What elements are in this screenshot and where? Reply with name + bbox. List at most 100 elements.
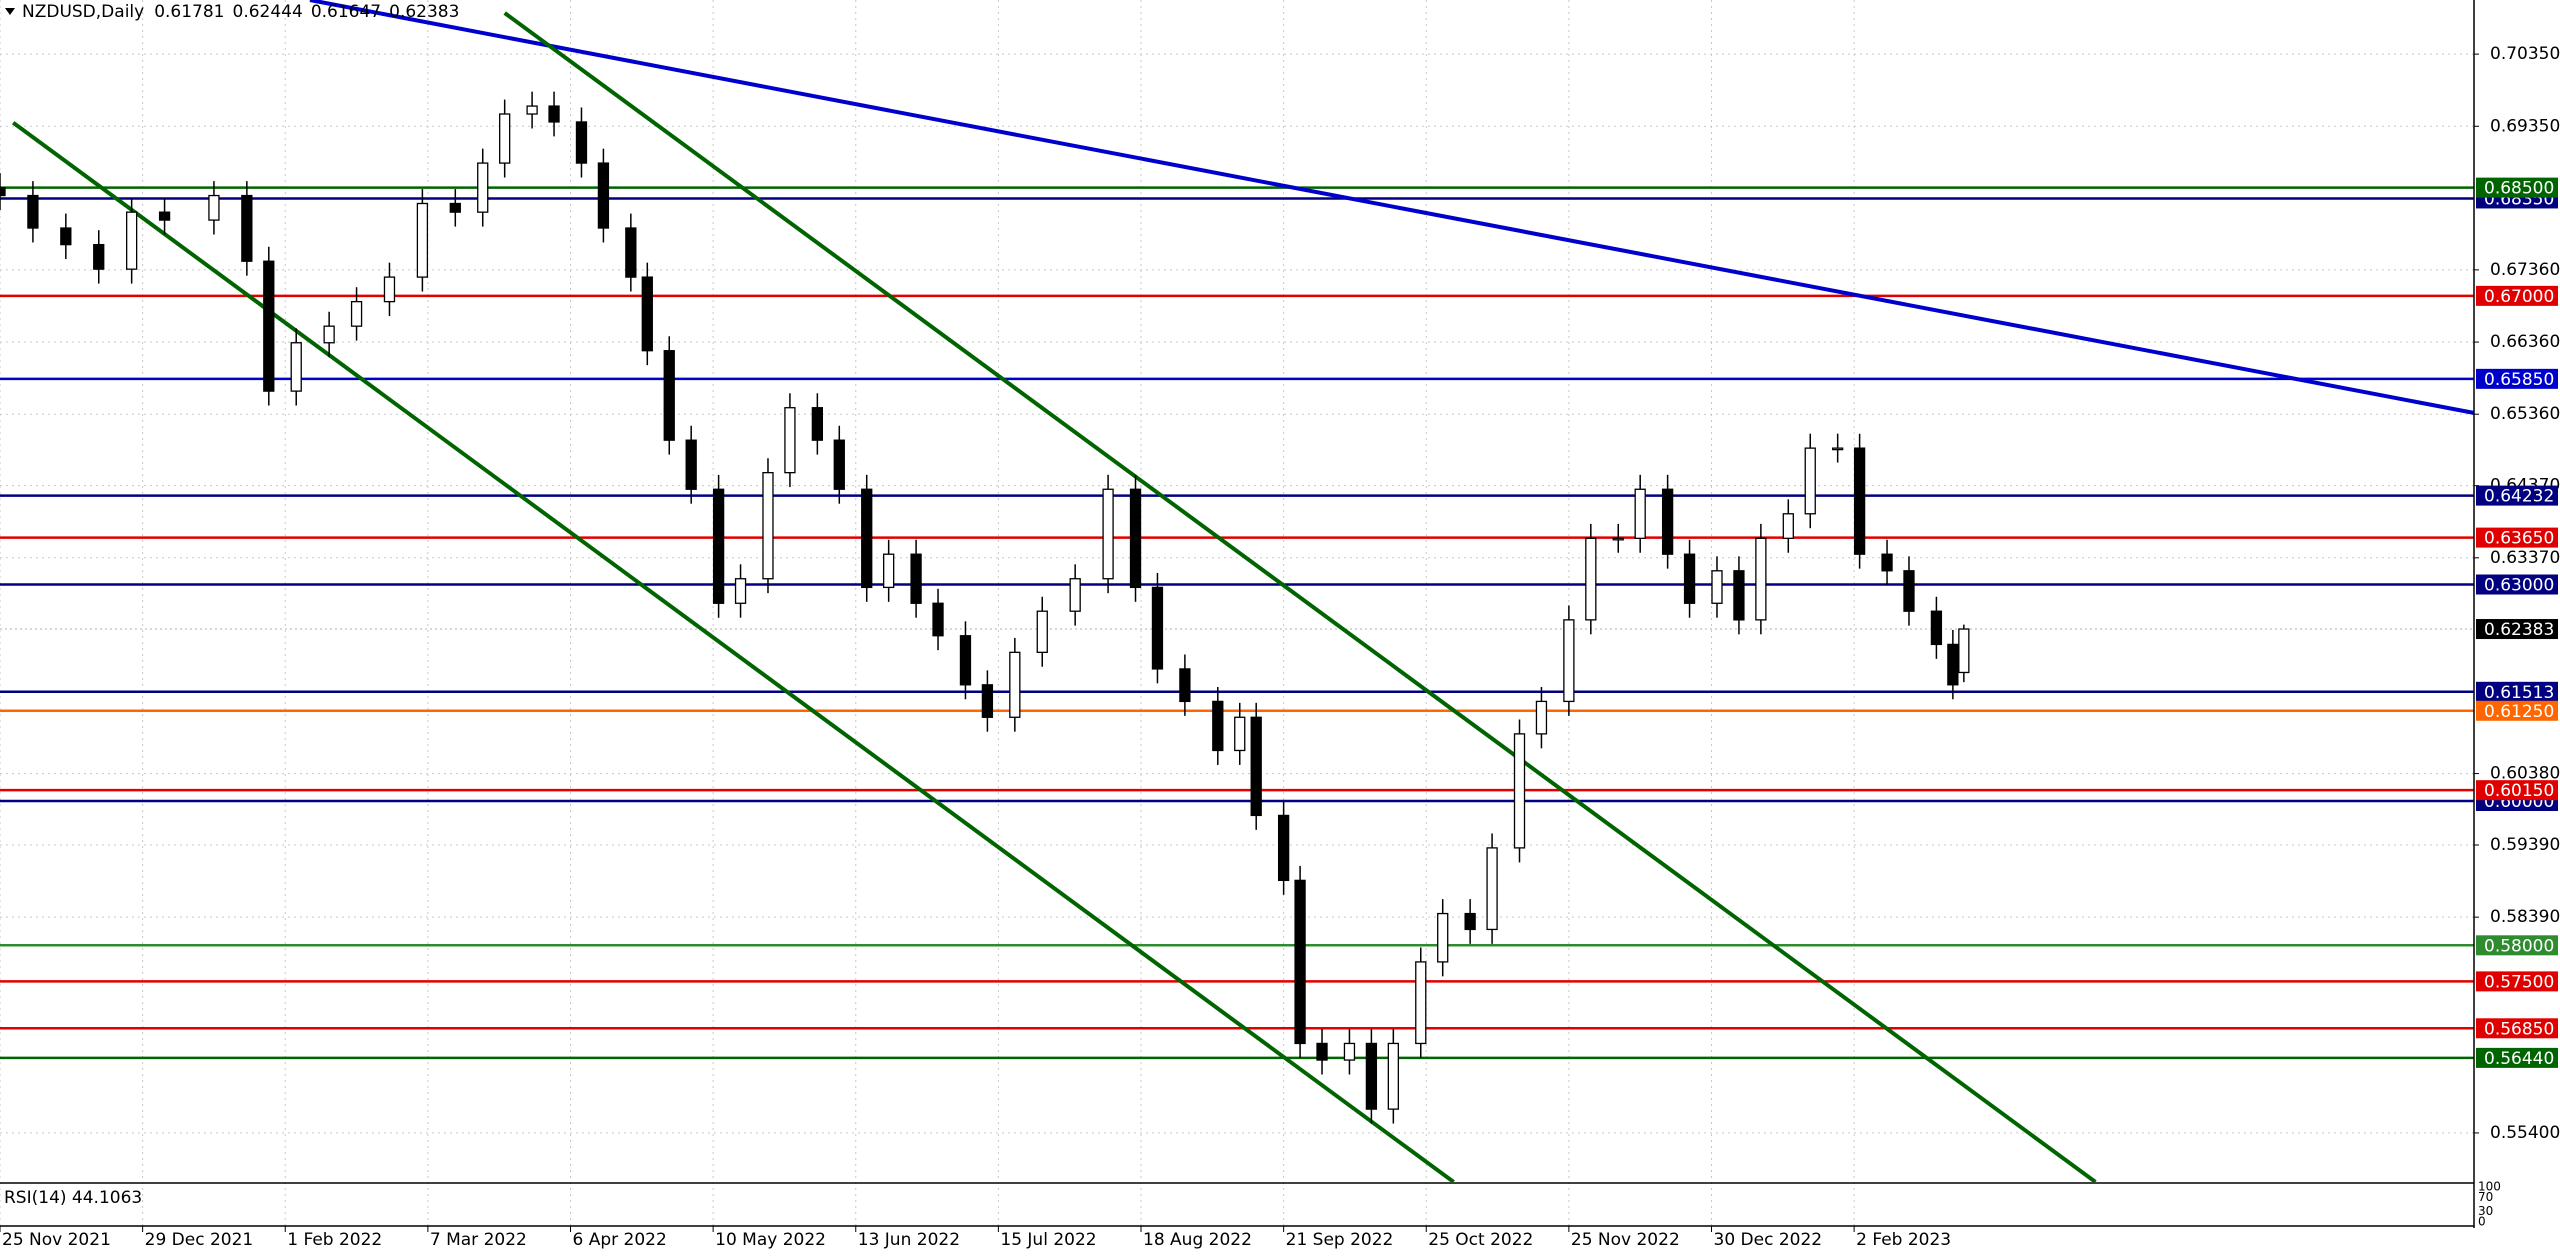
x-tick-label: 29 Dec 2021 bbox=[145, 1230, 254, 1250]
candle-body bbox=[1387, 1042, 1399, 1110]
price-label-box bbox=[2476, 177, 2558, 198]
candle-body bbox=[1179, 668, 1191, 703]
high-value: 0.62444 bbox=[233, 2, 303, 22]
candle-body bbox=[1069, 578, 1081, 612]
x-tick-label: 25 Oct 2022 bbox=[1428, 1230, 1533, 1250]
price-label-box bbox=[2476, 971, 2558, 992]
candle-body bbox=[597, 162, 610, 229]
candle-body bbox=[1661, 488, 1674, 555]
price-label-box bbox=[2476, 527, 2558, 548]
candle-body bbox=[93, 243, 105, 270]
price-label-box bbox=[2476, 1018, 2558, 1039]
candle-body bbox=[833, 439, 845, 490]
price-label: 0.56440 bbox=[2484, 1049, 2554, 1069]
price-label-box bbox=[2476, 681, 2558, 702]
candle-body bbox=[1250, 716, 1262, 817]
rsi-tick-label: 100 bbox=[2478, 1180, 2501, 1194]
y-tick-label: 0.70350 bbox=[2490, 44, 2560, 64]
rsi-label: RSI(14) 44.1063 bbox=[4, 1188, 142, 1208]
candle-body bbox=[208, 194, 220, 221]
candle-body bbox=[1804, 447, 1816, 515]
axis: 0.703500.693500.673600.663600.653600.643… bbox=[0, 44, 2560, 1250]
close-value: 0.62383 bbox=[389, 2, 459, 22]
x-tick-label: 2 Feb 2023 bbox=[1856, 1230, 1951, 1250]
x-tick-label: 25 Nov 2021 bbox=[2, 1230, 111, 1250]
candle-body bbox=[1585, 537, 1597, 621]
trendline bbox=[11, 121, 1455, 1182]
grid bbox=[0, 0, 2474, 1226]
y-tick-label: 0.60380 bbox=[2490, 764, 2560, 784]
x-tick-label: 18 Aug 2022 bbox=[1143, 1230, 1252, 1250]
x-tick-label: 30 Dec 2022 bbox=[1714, 1230, 1823, 1250]
y-tick-label: 0.69350 bbox=[2490, 116, 2560, 136]
candle-body bbox=[1711, 570, 1723, 604]
candle-body bbox=[1415, 961, 1427, 1045]
candle-body bbox=[959, 635, 972, 686]
plot-area bbox=[0, 0, 2474, 1182]
candle-body bbox=[762, 472, 774, 580]
candle-body bbox=[1343, 1042, 1356, 1061]
candle-body bbox=[383, 276, 396, 303]
candle-body bbox=[1853, 447, 1866, 555]
price-label-box bbox=[2476, 368, 2558, 389]
candle-body bbox=[27, 194, 39, 229]
candle-body bbox=[0, 186, 6, 197]
candle-body bbox=[1234, 716, 1246, 752]
candle-body bbox=[1930, 610, 1943, 646]
candle-body bbox=[641, 276, 653, 352]
candle-body bbox=[910, 553, 922, 604]
candle-body bbox=[1903, 570, 1915, 612]
candle-body bbox=[126, 211, 138, 270]
candle-body bbox=[416, 202, 429, 278]
price-label: 0.58000 bbox=[2484, 936, 2554, 956]
rsi-tick-label: 70 bbox=[2478, 1190, 2493, 1204]
candle-body bbox=[663, 350, 675, 441]
open-value: 0.61781 bbox=[154, 2, 224, 22]
candle-body bbox=[1036, 610, 1048, 653]
candle-body bbox=[1464, 912, 1476, 931]
x-tick-label: 25 Nov 2022 bbox=[1571, 1230, 1680, 1250]
candle-body bbox=[1535, 700, 1548, 735]
low-value: 0.61647 bbox=[311, 2, 381, 22]
y-tick-label: 0.67360 bbox=[2490, 260, 2560, 280]
candle-body bbox=[1733, 570, 1745, 621]
candle-body bbox=[712, 488, 725, 604]
x-tick-label: 15 Jul 2022 bbox=[1000, 1230, 1096, 1250]
candle-body bbox=[1947, 643, 1959, 686]
candle-body bbox=[685, 439, 697, 490]
menu-triangle[interactable] bbox=[5, 8, 15, 15]
price-label-box bbox=[2476, 485, 2558, 506]
candle-body bbox=[1755, 537, 1767, 621]
trendline bbox=[309, 0, 2474, 415]
candle-body bbox=[784, 407, 796, 474]
candle-body bbox=[158, 211, 171, 221]
candle-body bbox=[1513, 733, 1526, 849]
candle-body bbox=[499, 113, 511, 164]
candle-body bbox=[1151, 586, 1164, 670]
candle-body bbox=[1563, 619, 1575, 703]
candle-body bbox=[526, 105, 538, 115]
price-label: 0.68500 bbox=[2484, 179, 2554, 199]
candle-body bbox=[575, 121, 588, 164]
candle-body bbox=[1832, 447, 1844, 451]
price-label-box bbox=[2476, 935, 2558, 956]
price-label-box bbox=[2476, 574, 2558, 595]
header: NZDUSD,Daily 0.61781 0.62444 0.61647 0.62383 bbox=[22, 2, 459, 22]
price-label: 0.63650 bbox=[2484, 529, 2554, 549]
symbol: NZDUSD,Daily bbox=[22, 2, 144, 22]
price-label: 0.56850 bbox=[2484, 1019, 2554, 1039]
candle-body bbox=[811, 407, 824, 441]
x-tick-label: 6 Apr 2022 bbox=[573, 1230, 667, 1250]
candle-body bbox=[1782, 513, 1794, 539]
candle-body bbox=[883, 553, 895, 589]
price-label-box bbox=[2476, 619, 2558, 640]
candle-body bbox=[1437, 912, 1449, 963]
candle-body bbox=[1683, 553, 1696, 604]
y-tick-label: 0.63370 bbox=[2490, 548, 2560, 568]
price-label: 0.65850 bbox=[2484, 370, 2554, 390]
price-label: 0.63000 bbox=[2484, 576, 2554, 596]
x-tick-label: 1 Feb 2022 bbox=[287, 1230, 382, 1250]
price-label: 0.60150 bbox=[2484, 781, 2554, 801]
y-tick-label: 0.65360 bbox=[2490, 404, 2560, 424]
